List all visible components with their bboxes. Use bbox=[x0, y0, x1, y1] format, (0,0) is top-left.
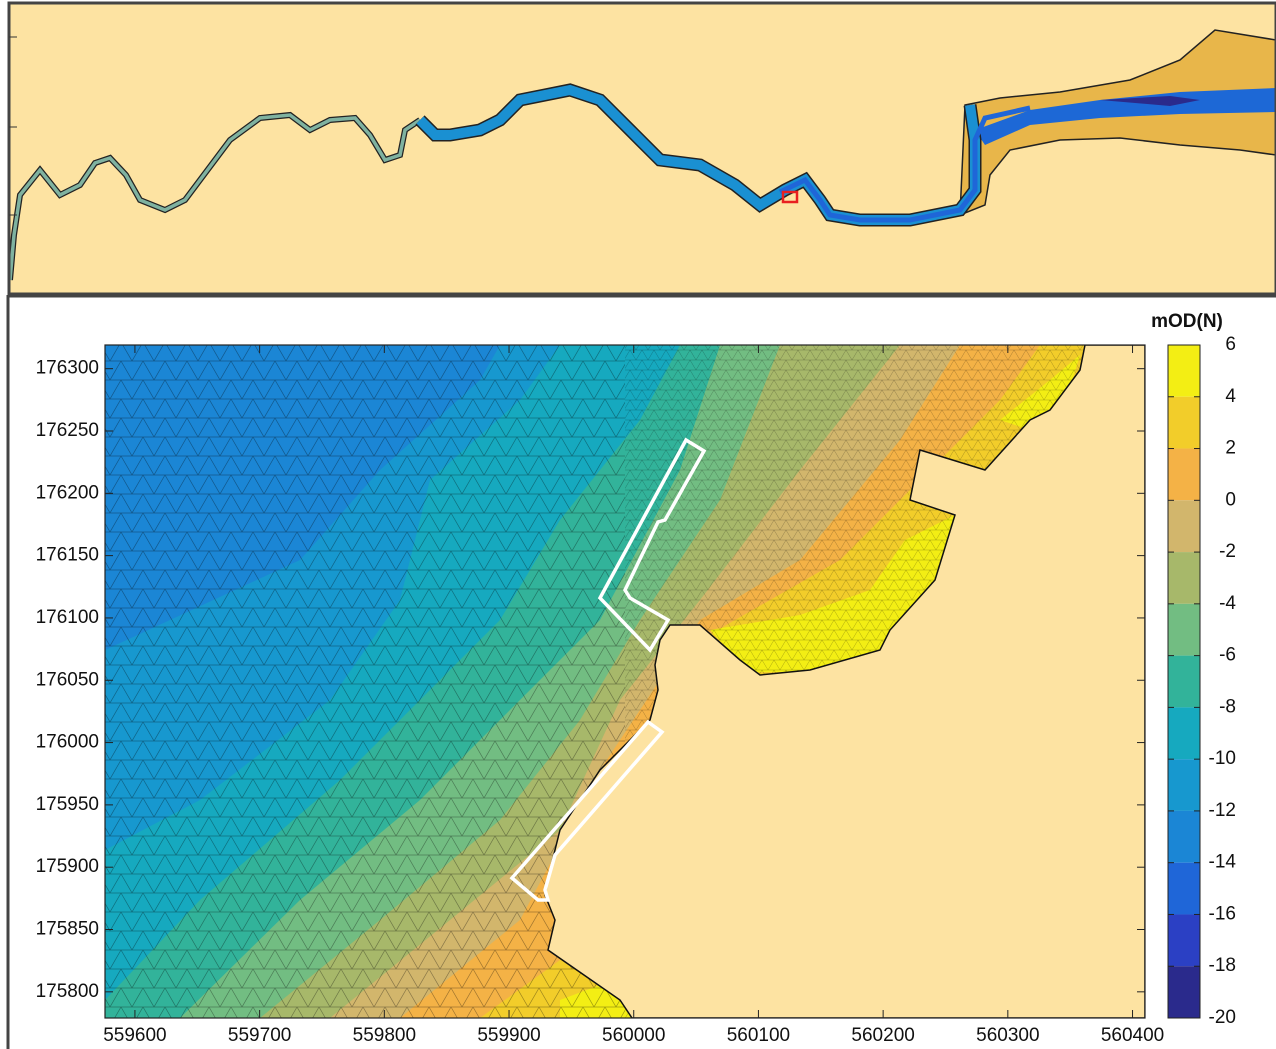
y-tick-label: 176050 bbox=[36, 669, 99, 690]
colorbar-segment bbox=[1168, 759, 1200, 811]
x-tick-label: 560100 bbox=[727, 1025, 790, 1046]
colorbar-tick-label: -6 bbox=[1219, 645, 1236, 666]
x-tick-label: 560000 bbox=[602, 1025, 665, 1046]
overview-panel bbox=[9, 3, 1276, 294]
x-tick-label: 560400 bbox=[1101, 1025, 1164, 1046]
colorbar-segment bbox=[1168, 500, 1200, 552]
map-area bbox=[105, 345, 1145, 1018]
colorbar-tick-label: -8 bbox=[1219, 696, 1236, 717]
colorbar-tick-label: -10 bbox=[1209, 748, 1236, 769]
colorbar-segment bbox=[1168, 707, 1200, 759]
colorbar-segment bbox=[1168, 449, 1200, 501]
colorbar-segment bbox=[1168, 656, 1200, 708]
colorbar-tick-label: 4 bbox=[1225, 386, 1236, 407]
y-tick-label: 176000 bbox=[36, 732, 99, 753]
colorbar-segment bbox=[1168, 604, 1200, 656]
colorbar-tick-label: -4 bbox=[1219, 593, 1236, 614]
colorbar-segment bbox=[1168, 397, 1200, 449]
colorbar-segment bbox=[1168, 914, 1200, 966]
colorbar-tick-label: -18 bbox=[1209, 955, 1236, 976]
x-tick-label: 559700 bbox=[228, 1025, 291, 1046]
colorbar-tick-label: -12 bbox=[1209, 800, 1236, 821]
page: {"map": { "xlim": [559576, 560410], "yli… bbox=[0, 0, 1276, 1049]
x-tick-label: 560200 bbox=[851, 1025, 914, 1046]
y-tick-label: 175800 bbox=[36, 981, 99, 1002]
colorbar-segment bbox=[1168, 863, 1200, 915]
x-tick-label: 559900 bbox=[477, 1025, 540, 1046]
y-tick-label: 176100 bbox=[36, 607, 99, 628]
y-tick-label: 175850 bbox=[36, 919, 99, 940]
colorbar-segment bbox=[1168, 552, 1200, 604]
y-tick-label: 176200 bbox=[36, 482, 99, 503]
y-tick-label: 176150 bbox=[36, 545, 99, 566]
colorbar-tick-label: -20 bbox=[1209, 1007, 1236, 1028]
colorbar-label: mOD(N) bbox=[1151, 311, 1223, 332]
colorbar-tick-label: 2 bbox=[1225, 438, 1236, 459]
y-tick-label: 175950 bbox=[36, 794, 99, 815]
y-tick-label: 176250 bbox=[36, 420, 99, 441]
mesh bbox=[105, 345, 625, 1018]
x-tick-label: 559800 bbox=[353, 1025, 416, 1046]
colorbar-tick-label: 0 bbox=[1225, 489, 1236, 510]
x-tick-label: 560300 bbox=[976, 1025, 1039, 1046]
colorbar-segment bbox=[1168, 345, 1200, 397]
y-tick-label: 175900 bbox=[36, 856, 99, 877]
colorbar-tick-label: 6 bbox=[1225, 334, 1236, 355]
colorbar-tick-label: -2 bbox=[1219, 541, 1236, 562]
x-tick-label: 559600 bbox=[103, 1025, 166, 1046]
colorbar-segment bbox=[1168, 811, 1200, 863]
y-tick-label: 176300 bbox=[36, 358, 99, 379]
colorbar-tick-label: -16 bbox=[1209, 903, 1236, 924]
colorbar-tick-label: -14 bbox=[1209, 852, 1237, 873]
figure: mOD(N) 559600 559700 559800 559900 560000 560… bbox=[0, 0, 1276, 1049]
colorbar-segment bbox=[1168, 966, 1200, 1018]
